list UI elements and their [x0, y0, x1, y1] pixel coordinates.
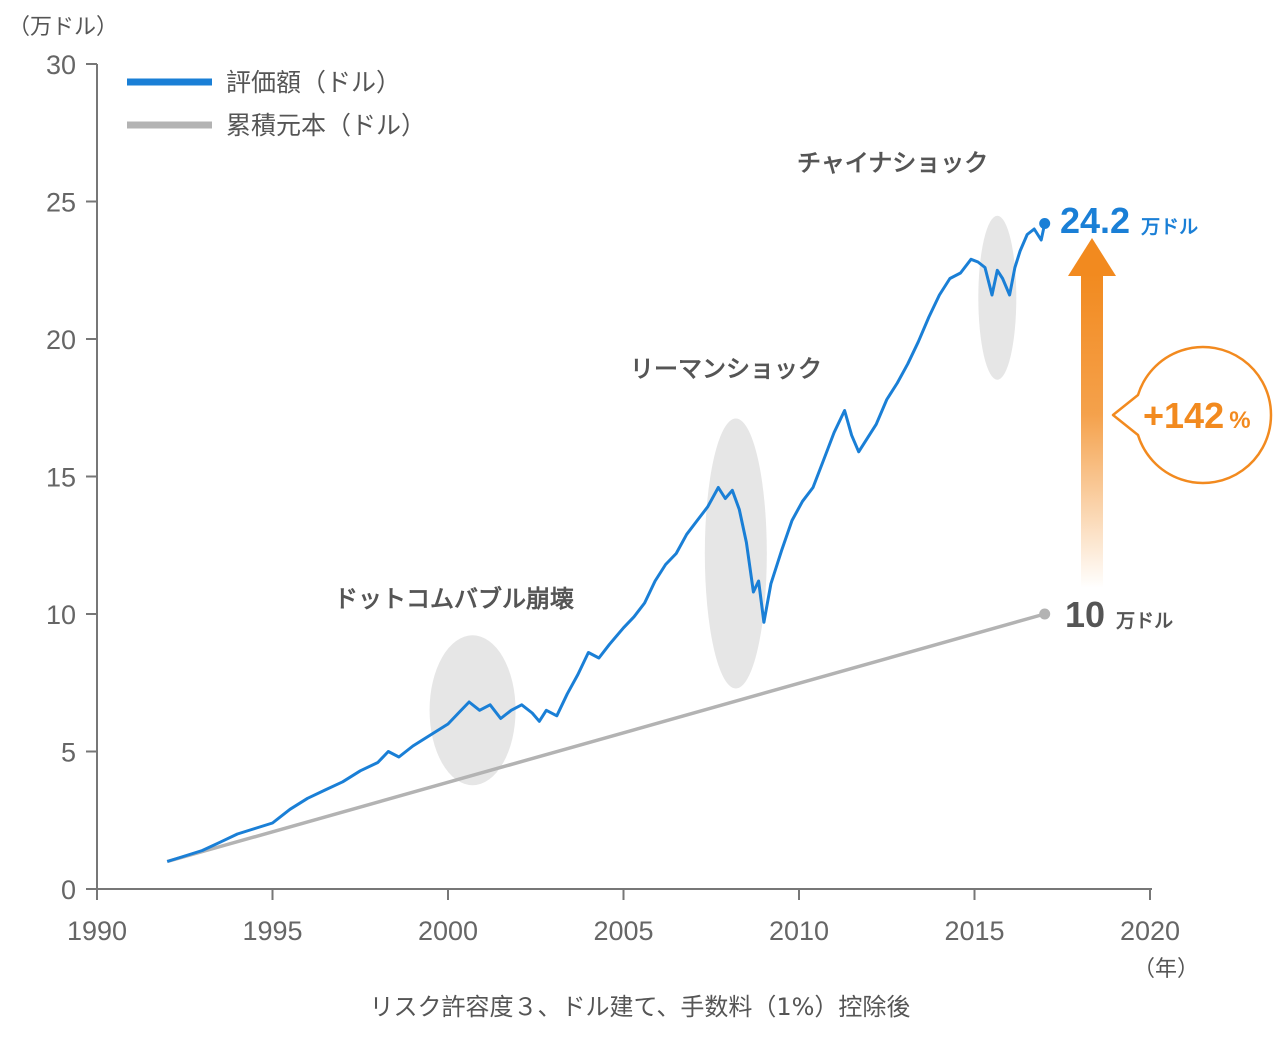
- principal-line: [166, 612, 1046, 864]
- principal-end-label: 10 万ドル: [1065, 594, 1173, 635]
- x-tick-label: 1990: [67, 916, 127, 946]
- event-highlight: [429, 635, 516, 786]
- y-unit-label: （万ドル）: [8, 15, 118, 40]
- y-tick-label: 0: [61, 875, 76, 905]
- event-highlights: [429, 215, 1017, 786]
- axes: [96, 64, 1152, 890]
- y-tick-label: 5: [61, 738, 76, 768]
- growth-callout: +142 %: [1111, 345, 1273, 485]
- growth-arrow-shaft: [1081, 273, 1103, 588]
- annotation-dotcom: ドットコムバブル崩壊: [334, 585, 574, 613]
- legend: 評価額（ドル） 累積元本（ドル）: [127, 68, 426, 140]
- legend-label-value: 評価額（ドル）: [226, 68, 401, 97]
- x-tick-label: 2000: [418, 916, 478, 946]
- annotation-china: チャイナショック: [797, 149, 988, 177]
- y-tick-label: 15: [46, 463, 76, 493]
- event-highlight: [704, 418, 767, 689]
- value-line: [166, 223, 1047, 863]
- y-tick-label: 25: [46, 188, 76, 218]
- y-tick-label: 10: [46, 600, 76, 630]
- principal-end-point: [1039, 608, 1051, 620]
- x-tick-label: 2015: [944, 916, 1004, 946]
- x-tick-label: 1995: [242, 916, 302, 946]
- x-unit-label: （年）: [1133, 957, 1199, 982]
- y-tick-label: 20: [46, 325, 76, 355]
- growth-callout-text: +142 %: [1143, 395, 1251, 436]
- annotation-lehman: リーマンショック: [630, 355, 822, 383]
- y-tick-label: 30: [46, 50, 76, 80]
- x-tick-label: 2005: [593, 916, 653, 946]
- footnote: リスク許容度３、ドル建て、手数料（1%）控除後: [370, 993, 911, 1021]
- growth-callout-bubble: [1111, 345, 1273, 485]
- value-end-point: [1039, 218, 1051, 229]
- y-ticks: 0 5 10 15 20 25 30: [46, 50, 97, 905]
- x-tick-label: 2020: [1120, 916, 1180, 946]
- growth-arrow: [1068, 238, 1116, 588]
- event-highlight: [978, 215, 1017, 380]
- legend-label-principal: 累積元本（ドル）: [226, 111, 426, 140]
- value-end-label: 24.2 万ドル: [1060, 200, 1198, 241]
- x-ticks: 1990 1995 2000 2005 2010 2015 2020: [67, 889, 1180, 946]
- growth-arrow-head: [1068, 238, 1116, 276]
- x-tick-label: 2010: [769, 916, 829, 946]
